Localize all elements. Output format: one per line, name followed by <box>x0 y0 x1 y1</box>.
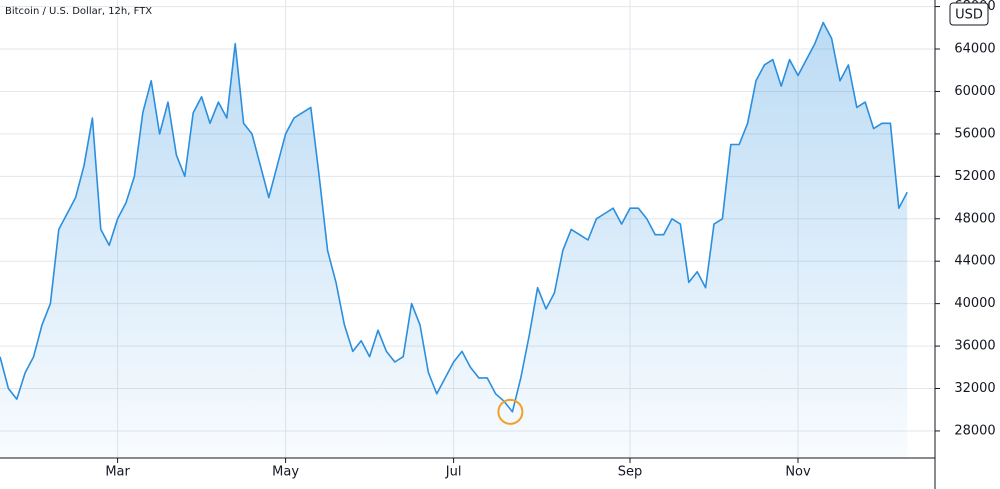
y-tick-label: 36000 <box>954 339 995 354</box>
y-tick-label: 52000 <box>954 169 995 184</box>
y-tick-label: 56000 <box>954 126 995 141</box>
area <box>0 22 908 458</box>
unit-label: USD <box>955 8 983 23</box>
y-tick-label: 28000 <box>954 423 995 438</box>
x-tick-label: Nov <box>785 465 811 480</box>
x-tick-label: Sep <box>618 465 643 480</box>
y-tick-label: 40000 <box>954 296 995 311</box>
x-tick-label: Mar <box>105 465 130 480</box>
plot <box>0 21 908 458</box>
y-tick-label: 32000 <box>954 381 995 396</box>
x-tick-label: May <box>272 465 299 480</box>
y-tick-label: 44000 <box>954 254 995 269</box>
y-tick-label: 60000 <box>954 84 995 99</box>
low-marker <box>497 398 524 425</box>
x-tick-label: Jul <box>445 465 462 480</box>
unit-box <box>949 2 989 26</box>
chart-title: Bitcoin / U.S. Dollar, 12h, FTX <box>5 6 152 17</box>
y-tick-label: 64000 <box>954 42 995 57</box>
price-line <box>0 21 908 413</box>
y-tick-label: 48000 <box>954 211 995 226</box>
